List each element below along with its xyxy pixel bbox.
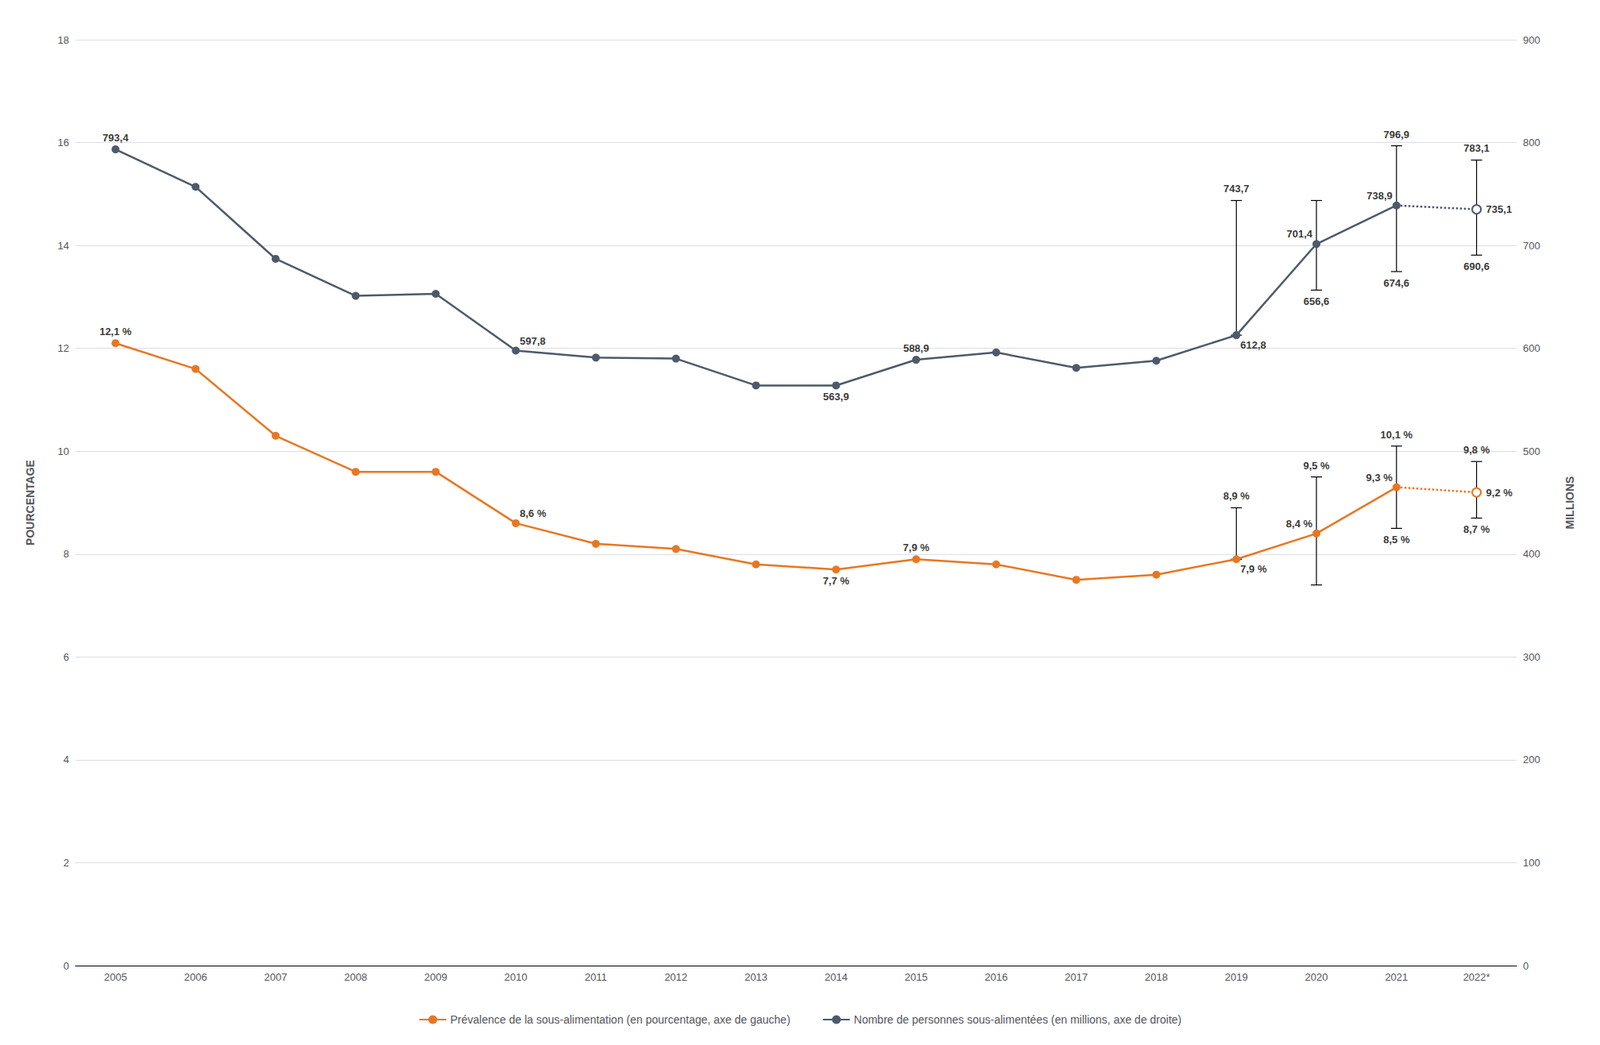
svg-text:743,7: 743,7 — [1223, 182, 1250, 195]
svg-text:2020: 2020 — [1305, 971, 1329, 984]
svg-text:2008: 2008 — [343, 971, 368, 984]
svg-text:783,1: 783,1 — [1463, 142, 1490, 155]
svg-text:735,1: 735,1 — [1486, 203, 1513, 216]
svg-text:600: 600 — [1522, 342, 1541, 355]
svg-text:7,9 %: 7,9 % — [1240, 563, 1268, 576]
svg-text:8,5 %: 8,5 % — [1383, 533, 1411, 546]
svg-text:796,9: 796,9 — [1383, 128, 1411, 141]
svg-text:0: 0 — [63, 960, 70, 973]
svg-text:14: 14 — [57, 239, 70, 252]
svg-text:8,9 %: 8,9 % — [1223, 490, 1251, 503]
svg-text:0: 0 — [1522, 960, 1529, 973]
svg-text:8,7 %: 8,7 % — [1463, 523, 1491, 536]
svg-text:2011: 2011 — [584, 971, 607, 984]
svg-text:POURCENTAGE: POURCENTAGE — [23, 459, 37, 546]
svg-text:2021: 2021 — [1384, 971, 1408, 984]
svg-text:18: 18 — [57, 34, 70, 47]
svg-text:563,9: 563,9 — [823, 390, 850, 403]
svg-text:8: 8 — [63, 548, 70, 561]
svg-text:674,6: 674,6 — [1383, 277, 1411, 290]
svg-text:597,8: 597,8 — [519, 335, 546, 348]
svg-text:400: 400 — [1522, 548, 1541, 561]
svg-text:2007: 2007 — [263, 971, 287, 984]
svg-text:300: 300 — [1522, 651, 1541, 664]
svg-text:9,2 %: 9,2 % — [1486, 486, 1514, 499]
svg-text:9,3 %: 9,3 % — [1366, 471, 1394, 484]
svg-text:Prévalence de la sous-alimenta: Prévalence de la sous-alimentation (en p… — [450, 1013, 791, 1027]
svg-text:2017: 2017 — [1064, 971, 1088, 984]
svg-text:100: 100 — [1522, 857, 1541, 870]
svg-text:7,7 %: 7,7 % — [823, 575, 851, 588]
svg-text:Nombre de personnes sous-alime: Nombre de personnes sous-alimentées (en … — [854, 1013, 1182, 1027]
svg-text:4: 4 — [63, 753, 70, 766]
svg-text:701,4: 701,4 — [1286, 228, 1314, 240]
svg-text:2016: 2016 — [984, 971, 1008, 984]
svg-text:656,6: 656,6 — [1303, 295, 1330, 308]
svg-text:588,9: 588,9 — [903, 342, 930, 355]
svg-text:10: 10 — [57, 445, 70, 458]
svg-text:2009: 2009 — [424, 971, 448, 984]
svg-text:7,9 %: 7,9 % — [903, 541, 931, 554]
svg-text:2013: 2013 — [744, 971, 768, 984]
svg-text:900: 900 — [1522, 34, 1541, 47]
svg-text:12,1 %: 12,1 % — [99, 325, 132, 338]
svg-text:2005: 2005 — [104, 971, 128, 984]
svg-text:MILLIONS: MILLIONS — [1563, 476, 1577, 530]
svg-text:2014: 2014 — [824, 971, 848, 984]
svg-text:2012: 2012 — [664, 971, 688, 984]
svg-text:2: 2 — [63, 857, 70, 870]
svg-text:690,6: 690,6 — [1463, 260, 1490, 273]
svg-text:200: 200 — [1522, 753, 1541, 766]
svg-text:16: 16 — [57, 136, 70, 149]
svg-text:612,8: 612,8 — [1240, 339, 1267, 352]
svg-text:793,4: 793,4 — [102, 131, 129, 144]
svg-text:8,6 %: 8,6 % — [519, 507, 547, 520]
svg-text:9,5 %: 9,5 % — [1302, 459, 1330, 472]
svg-text:2019: 2019 — [1225, 971, 1249, 984]
svg-text:10,1 %: 10,1 % — [1380, 428, 1414, 441]
svg-text:2010: 2010 — [504, 971, 528, 984]
svg-text:8,4 %: 8,4 % — [1286, 517, 1314, 530]
svg-text:2006: 2006 — [184, 971, 208, 984]
svg-text:500: 500 — [1522, 445, 1541, 458]
svg-text:738,9: 738,9 — [1366, 189, 1393, 202]
svg-text:800: 800 — [1522, 136, 1541, 149]
svg-text:12: 12 — [57, 342, 70, 355]
svg-text:9,8 %: 9,8 % — [1463, 444, 1491, 457]
svg-text:6: 6 — [63, 651, 70, 664]
svg-text:2015: 2015 — [904, 971, 928, 984]
svg-text:2022*: 2022* — [1463, 971, 1491, 984]
svg-text:700: 700 — [1522, 239, 1541, 252]
svg-text:2018: 2018 — [1144, 971, 1168, 984]
